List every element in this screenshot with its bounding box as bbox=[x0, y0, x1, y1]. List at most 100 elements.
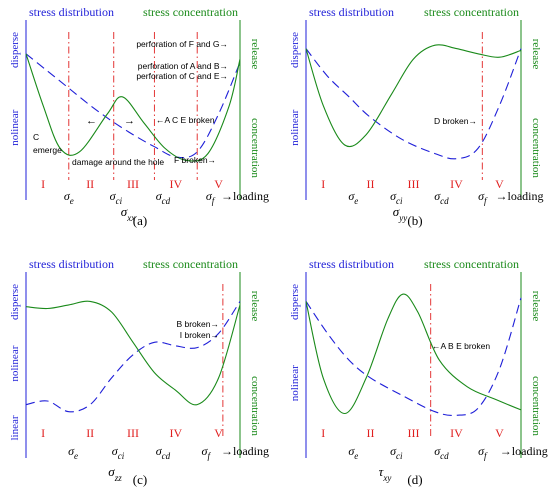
xtick-sigma-ci: σci bbox=[110, 189, 123, 206]
xtick-sigma-cd: σcd bbox=[156, 444, 171, 461]
xtick-sigma-e-symbol: σ bbox=[348, 189, 355, 203]
stage-label-3: III bbox=[127, 177, 139, 191]
annotation-emerge: emerge bbox=[33, 145, 62, 155]
xtick-sigma-cd-symbol: σ bbox=[156, 444, 163, 458]
stage-label-1: I bbox=[41, 426, 45, 440]
stage-label-3: III bbox=[408, 426, 420, 440]
xtick-sigma-cd-subscript: cd bbox=[440, 451, 449, 461]
xlabel-yy-symbol: σ bbox=[393, 204, 400, 219]
xtick-sigma-f-symbol: σ bbox=[206, 189, 213, 203]
left-title: stress distribution bbox=[29, 5, 114, 19]
panel-label: (a) bbox=[133, 213, 147, 228]
ylabel-nolinear: nolinear bbox=[9, 345, 21, 381]
ylabel-disperse: disperse bbox=[9, 32, 21, 68]
xtick-sigma-e-symbol: σ bbox=[64, 189, 71, 203]
ylabel-release: release bbox=[249, 39, 261, 70]
annotation-perforation-fg: perforation of F and G→ bbox=[136, 39, 228, 49]
xtick-sigma-ci-symbol: σ bbox=[112, 444, 119, 458]
ylabel-concentration: concentration bbox=[530, 118, 542, 178]
right-title: stress concentration bbox=[143, 257, 238, 271]
xtick-sigma-f-symbol: σ bbox=[478, 189, 485, 203]
xlabel-xy-subscript: xy bbox=[382, 473, 391, 483]
annotation-c: C bbox=[33, 132, 39, 142]
xtick-sigma-e-subscript: e bbox=[354, 451, 358, 461]
ylabel-nolinear: nolinear bbox=[289, 365, 301, 401]
ylabel-concentration: concentration bbox=[530, 376, 542, 436]
xtick-sigma-cd-symbol: σ bbox=[156, 189, 163, 203]
xlabel-xx-subscript: xx bbox=[126, 213, 135, 223]
ylabel-disperse: disperse bbox=[9, 284, 21, 320]
right-title: stress concentration bbox=[143, 5, 238, 19]
loading-label: →loading bbox=[221, 444, 269, 458]
stress-concentration-curve bbox=[25, 53, 241, 162]
stage-label-4: IV bbox=[450, 177, 463, 191]
xtick-sigma-cd-symbol: σ bbox=[434, 189, 441, 203]
xtick-sigma-ci-subscript: ci bbox=[118, 451, 125, 461]
xlabel-xy: τxy bbox=[379, 464, 392, 483]
panel-label: (b) bbox=[407, 213, 422, 228]
stage-label-1: I bbox=[321, 177, 325, 191]
xtick-sigma-e: σe bbox=[348, 444, 358, 461]
panel-a: stress distribution stress concentration d… bbox=[9, 5, 269, 228]
stage-label-2: II bbox=[367, 177, 375, 191]
stage-label-2: II bbox=[86, 426, 94, 440]
xtick-sigma-e-symbol: σ bbox=[348, 444, 355, 458]
ylabel-nolinear: nolinear bbox=[289, 109, 301, 145]
xtick-sigma-f-subscript: f bbox=[484, 451, 488, 461]
loading-label: →loading bbox=[496, 189, 544, 203]
right-title: stress concentration bbox=[424, 5, 519, 19]
stage-label-4: IV bbox=[169, 426, 182, 440]
right-title: stress concentration bbox=[424, 257, 519, 271]
xtick-sigma-cd-symbol: σ bbox=[434, 444, 441, 458]
xlabel-xy-symbol: τ bbox=[379, 464, 385, 479]
ylabel-concentration: concentration bbox=[249, 376, 261, 436]
xtick-sigma-f-symbol: σ bbox=[478, 444, 485, 458]
xtick-sigma-f: σf bbox=[206, 189, 216, 206]
stage-label-3: III bbox=[408, 177, 420, 191]
stress-concentration-curve bbox=[305, 293, 522, 415]
stress-distribution-curve bbox=[305, 297, 522, 417]
xtick-sigma-f-subscript: f bbox=[484, 196, 488, 206]
panel-c: stress distribution stress concentration d… bbox=[9, 257, 269, 487]
arrow-left-annotation: ← bbox=[86, 115, 97, 127]
xlabel-zz: σzz bbox=[108, 464, 122, 483]
stage-label-2: II bbox=[86, 177, 94, 191]
stage-label-4: IV bbox=[169, 177, 182, 191]
xtick-sigma-ci-symbol: σ bbox=[110, 189, 117, 203]
panel-label: (d) bbox=[407, 472, 422, 487]
loading-label: →loading bbox=[500, 444, 548, 458]
xlabel-zz-symbol: σ bbox=[108, 464, 115, 479]
stage-label-4: IV bbox=[450, 426, 463, 440]
annotation-i-broken: I broken→ bbox=[180, 330, 219, 340]
xtick-sigma-cd: σcd bbox=[434, 444, 449, 461]
xtick-sigma-ci-symbol: σ bbox=[390, 189, 397, 203]
annotation-b-broken: B broken→ bbox=[176, 319, 219, 329]
annotation-ace-broken: ←A C E broken bbox=[156, 115, 215, 125]
stage-label-3: III bbox=[127, 426, 139, 440]
annotation-perforation-ce: perforation of C and E→ bbox=[136, 71, 228, 81]
xtick-sigma-ci-subscript: ci bbox=[396, 451, 403, 461]
xtick-sigma-ci-subscript: ci bbox=[396, 196, 403, 206]
xtick-sigma-ci: σci bbox=[112, 444, 125, 461]
annotation-damage: damage around the hole bbox=[72, 157, 164, 167]
annotation-perforation-ab: perforation of A and B→ bbox=[138, 61, 228, 71]
stress-distribution-curve bbox=[25, 301, 241, 413]
stress-concentration-curve bbox=[25, 300, 241, 406]
xtick-sigma-e-subscript: e bbox=[354, 196, 358, 206]
xtick-sigma-cd: σcd bbox=[434, 189, 449, 206]
stage-label-5: V bbox=[214, 177, 223, 191]
xtick-sigma-ci-subscript: ci bbox=[116, 196, 123, 206]
xlabel-yy-subscript: yy bbox=[398, 213, 407, 223]
stage-label-5: V bbox=[495, 177, 504, 191]
left-title: stress distribution bbox=[29, 257, 114, 271]
stress-distribution-curve bbox=[305, 48, 522, 160]
stage-label-5: V bbox=[495, 426, 504, 440]
xtick-sigma-cd: σcd bbox=[156, 189, 171, 206]
ylabel-disperse: disperse bbox=[289, 32, 301, 68]
arrow-right-annotation: → bbox=[124, 115, 135, 127]
xlabel-xx: σxx bbox=[121, 204, 135, 223]
ylabel-release: release bbox=[530, 39, 542, 70]
xlabel-zz-subscript: zz bbox=[114, 473, 123, 483]
ylabel-linear: linear bbox=[9, 415, 21, 440]
